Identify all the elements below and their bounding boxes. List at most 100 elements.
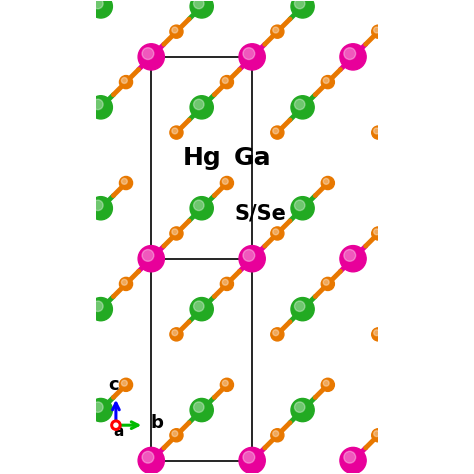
- Circle shape: [172, 431, 178, 437]
- Circle shape: [271, 428, 284, 442]
- Circle shape: [193, 301, 204, 311]
- Circle shape: [372, 126, 385, 139]
- Circle shape: [193, 99, 204, 109]
- Circle shape: [372, 428, 385, 442]
- Circle shape: [273, 431, 279, 437]
- Circle shape: [374, 27, 380, 33]
- Circle shape: [138, 447, 164, 474]
- Circle shape: [142, 48, 154, 60]
- Circle shape: [340, 246, 366, 272]
- Circle shape: [190, 197, 213, 220]
- Text: a: a: [113, 424, 123, 439]
- Circle shape: [138, 246, 164, 272]
- Circle shape: [111, 420, 121, 430]
- Circle shape: [119, 75, 133, 89]
- Circle shape: [170, 25, 183, 38]
- Text: b: b: [150, 414, 163, 432]
- Circle shape: [273, 27, 279, 33]
- Circle shape: [89, 96, 112, 119]
- Circle shape: [142, 249, 154, 261]
- Circle shape: [89, 399, 112, 422]
- Circle shape: [142, 451, 154, 463]
- Circle shape: [89, 197, 112, 220]
- Circle shape: [294, 301, 305, 311]
- Circle shape: [294, 0, 305, 9]
- Text: c: c: [108, 376, 118, 394]
- Circle shape: [190, 399, 213, 422]
- Circle shape: [273, 128, 279, 134]
- Circle shape: [239, 246, 265, 272]
- Circle shape: [121, 279, 128, 285]
- Circle shape: [170, 328, 183, 341]
- Circle shape: [294, 200, 305, 210]
- Circle shape: [374, 431, 380, 437]
- Circle shape: [243, 249, 255, 261]
- Circle shape: [372, 328, 385, 341]
- Circle shape: [291, 0, 314, 18]
- Circle shape: [92, 99, 103, 109]
- Circle shape: [119, 378, 133, 392]
- Circle shape: [220, 378, 234, 392]
- Circle shape: [172, 27, 178, 33]
- Circle shape: [222, 178, 228, 184]
- Circle shape: [121, 380, 128, 386]
- Circle shape: [220, 277, 234, 291]
- Text: Hg: Hg: [182, 146, 221, 170]
- Circle shape: [291, 197, 314, 220]
- Circle shape: [294, 402, 305, 412]
- Circle shape: [190, 0, 213, 18]
- Circle shape: [222, 78, 228, 83]
- Circle shape: [222, 380, 228, 386]
- Circle shape: [114, 423, 118, 427]
- Circle shape: [119, 176, 133, 190]
- Circle shape: [193, 402, 204, 412]
- Circle shape: [121, 78, 128, 83]
- Circle shape: [138, 44, 164, 70]
- Circle shape: [170, 126, 183, 139]
- Circle shape: [374, 128, 380, 134]
- Text: Ga: Ga: [233, 146, 271, 170]
- Circle shape: [239, 44, 265, 70]
- Circle shape: [172, 128, 178, 134]
- Circle shape: [374, 229, 380, 235]
- Circle shape: [222, 279, 228, 285]
- Circle shape: [372, 227, 385, 240]
- Circle shape: [92, 402, 103, 412]
- Circle shape: [271, 328, 284, 341]
- Circle shape: [239, 447, 265, 474]
- Circle shape: [273, 330, 279, 336]
- Circle shape: [190, 298, 213, 321]
- Circle shape: [271, 25, 284, 38]
- Circle shape: [321, 75, 334, 89]
- Circle shape: [92, 0, 103, 9]
- Circle shape: [340, 44, 366, 70]
- Circle shape: [190, 96, 213, 119]
- Circle shape: [291, 399, 314, 422]
- Circle shape: [92, 200, 103, 210]
- Circle shape: [321, 277, 334, 291]
- Circle shape: [344, 249, 356, 261]
- Circle shape: [323, 279, 329, 285]
- Circle shape: [291, 298, 314, 321]
- Circle shape: [344, 451, 356, 463]
- Circle shape: [321, 176, 334, 190]
- Circle shape: [273, 229, 279, 235]
- Circle shape: [89, 298, 112, 321]
- Circle shape: [92, 301, 103, 311]
- Circle shape: [193, 0, 204, 9]
- Text: S/Se: S/Se: [235, 203, 287, 223]
- Circle shape: [220, 75, 234, 89]
- Circle shape: [172, 229, 178, 235]
- Circle shape: [170, 428, 183, 442]
- Circle shape: [119, 277, 133, 291]
- Circle shape: [271, 126, 284, 139]
- Circle shape: [243, 48, 255, 60]
- Circle shape: [374, 330, 380, 336]
- Circle shape: [340, 447, 366, 474]
- Circle shape: [291, 96, 314, 119]
- Circle shape: [121, 178, 128, 184]
- Circle shape: [372, 25, 385, 38]
- Circle shape: [323, 380, 329, 386]
- Circle shape: [321, 378, 334, 392]
- Circle shape: [89, 0, 112, 18]
